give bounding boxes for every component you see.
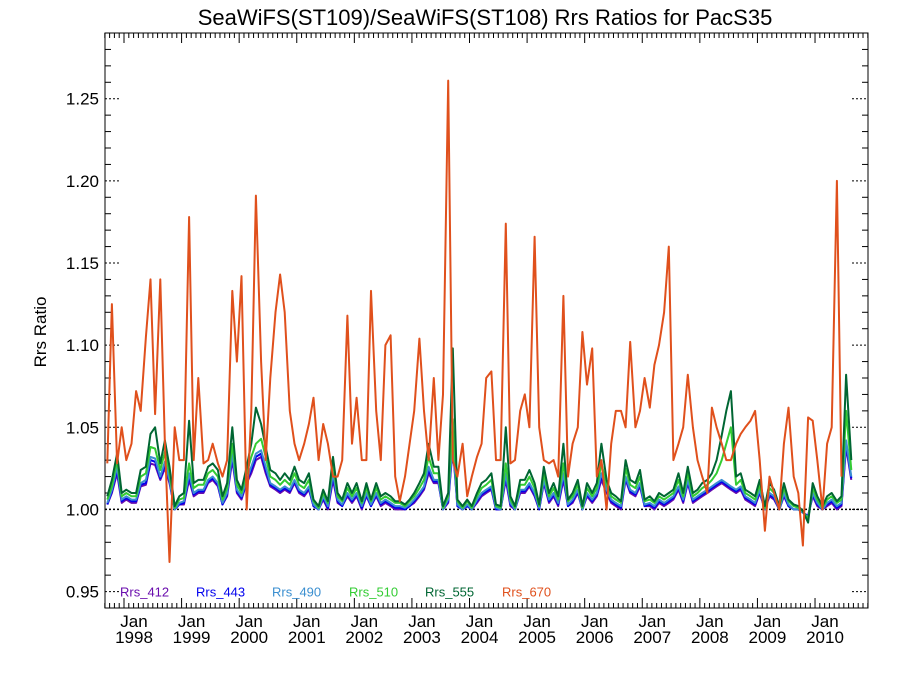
x-tick-label-year: 2001 — [288, 628, 326, 647]
legend-entry-rrs-510: Rrs_510 — [349, 585, 398, 600]
y-axis-label: Rrs Ratio — [31, 297, 50, 368]
x-tick-label-month: Jan — [351, 612, 378, 631]
plot-area: 0.951.001.051.101.151.201.25Jan1998Jan19… — [66, 32, 869, 647]
y-tick-label: 0.95 — [66, 583, 99, 602]
legend-entry-rrs-443: Rrs_443 — [196, 585, 245, 600]
series-line-rrs-510 — [106, 409, 853, 521]
x-tick-label-month: Jan — [466, 612, 493, 631]
plot-frame — [104, 32, 869, 609]
legend-entry-rrs-555: Rrs_555 — [425, 585, 474, 600]
x-tick-label-year: 2005 — [518, 628, 556, 647]
x-tick-label-year: 2003 — [403, 628, 441, 647]
y-tick-label: 1.10 — [66, 336, 99, 355]
x-tick-label-year: 2007 — [633, 628, 671, 647]
series-line-rrs-555 — [106, 347, 853, 524]
x-tick-label-month: Jan — [235, 612, 262, 631]
y-tick-label: 1.15 — [66, 254, 99, 273]
y-tick-label: 1.20 — [66, 172, 99, 191]
series-line-rrs-490 — [106, 439, 853, 519]
x-tick-label-month: Jan — [523, 612, 550, 631]
y-tick-label: 1.00 — [66, 500, 99, 519]
chart-title: SeaWiFS(ST109)/SeaWiFS(ST108) Rrs Ratios… — [198, 5, 773, 30]
x-tick-label-year: 2004 — [461, 628, 499, 647]
x-tick-label-year: 2006 — [576, 628, 614, 647]
x-tick-label-year: 1999 — [173, 628, 211, 647]
x-tick-label-month: Jan — [754, 612, 781, 631]
x-tick-label-year: 2002 — [345, 628, 383, 647]
x-tick-label-year: 2010 — [806, 628, 844, 647]
x-tick-label-month: Jan — [120, 612, 147, 631]
x-tick-label-year: 2009 — [749, 628, 787, 647]
x-tick-label-month: Jan — [696, 612, 723, 631]
legend-entry-rrs-490: Rrs_490 — [272, 585, 321, 600]
x-tick-label-month: Jan — [811, 612, 838, 631]
legend-entry-rrs-670: Rrs_670 — [502, 585, 551, 600]
x-tick-label-month: Jan — [293, 612, 320, 631]
x-tick-label-month: Jan — [178, 612, 205, 631]
x-tick-label-year: 2008 — [691, 628, 729, 647]
x-tick-label-month: Jan — [408, 612, 435, 631]
x-tick-label-year: 1998 — [115, 628, 153, 647]
y-tick-label: 1.05 — [66, 418, 99, 437]
x-tick-label-month: Jan — [581, 612, 608, 631]
x-tick-label-year: 2000 — [230, 628, 268, 647]
series-line-rrs-670 — [106, 79, 843, 563]
x-tick-label-month: Jan — [639, 612, 666, 631]
y-tick-label: 1.25 — [66, 90, 99, 109]
legend-entry-rrs-412: Rrs_412 — [120, 585, 169, 600]
